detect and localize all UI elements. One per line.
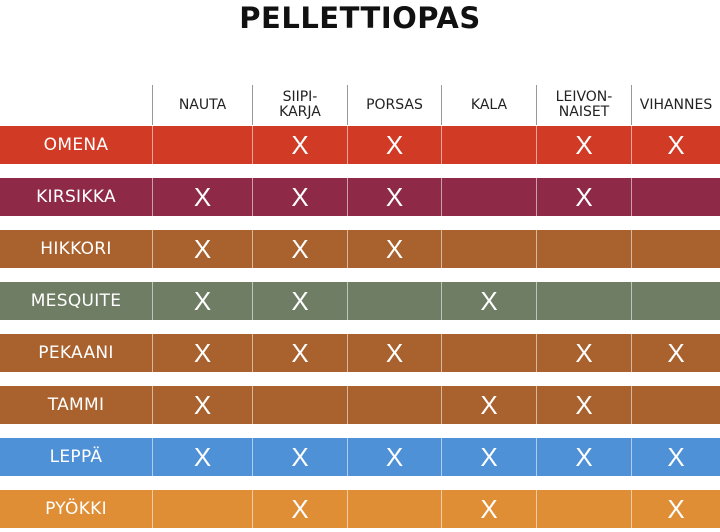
check-mark: X bbox=[441, 282, 536, 320]
check-mark: X bbox=[252, 490, 347, 528]
empty-cell bbox=[631, 386, 720, 424]
row-label: LEPPÄ bbox=[49, 447, 103, 467]
column-header: PORSAS bbox=[347, 85, 441, 125]
empty-cell bbox=[536, 282, 631, 320]
page-title: PELLETTIOPAS bbox=[239, 1, 481, 35]
table-row: OMENA X X X X bbox=[0, 126, 720, 164]
empty-cell bbox=[631, 282, 720, 320]
empty-cell bbox=[347, 386, 441, 424]
check-mark: X bbox=[152, 230, 252, 268]
check-mark: X bbox=[252, 438, 347, 476]
check-mark: X bbox=[152, 386, 252, 424]
check-mark: X bbox=[441, 386, 536, 424]
table-row: HIKKORI X X X bbox=[0, 230, 720, 268]
row-label: TAMMI bbox=[47, 395, 105, 415]
row-label: OMENA bbox=[43, 135, 109, 155]
check-mark: X bbox=[631, 438, 720, 476]
table-row: MESQUITE X X X bbox=[0, 282, 720, 320]
check-mark: X bbox=[536, 126, 631, 164]
check-mark: X bbox=[252, 282, 347, 320]
check-mark: X bbox=[536, 438, 631, 476]
check-mark: X bbox=[152, 282, 252, 320]
table-row: LEPPÄ X X X X X X bbox=[0, 438, 720, 476]
check-mark: X bbox=[631, 490, 720, 528]
row-label: MESQUITE bbox=[30, 291, 122, 311]
row-label: PEKAANI bbox=[38, 343, 114, 363]
empty-cell bbox=[536, 490, 631, 528]
check-mark: X bbox=[441, 490, 536, 528]
row-label: KIRSIKKA bbox=[36, 187, 116, 207]
empty-cell bbox=[441, 230, 536, 268]
empty-cell bbox=[631, 230, 720, 268]
check-mark: X bbox=[152, 334, 252, 372]
check-mark: X bbox=[631, 334, 720, 372]
row-label: PYÖKKI bbox=[45, 499, 107, 519]
empty-cell bbox=[441, 126, 536, 164]
table-row: TAMMI X X X bbox=[0, 386, 720, 424]
check-mark: X bbox=[536, 334, 631, 372]
check-mark: X bbox=[347, 178, 441, 216]
empty-cell bbox=[441, 334, 536, 372]
check-mark: X bbox=[347, 126, 441, 164]
check-mark: X bbox=[347, 334, 441, 372]
check-mark: X bbox=[252, 230, 347, 268]
row-label: HIKKORI bbox=[40, 239, 112, 259]
check-mark: X bbox=[152, 178, 252, 216]
column-header: LEIVON- NAISET bbox=[536, 85, 631, 125]
empty-cell bbox=[631, 178, 720, 216]
empty-cell bbox=[252, 386, 347, 424]
check-mark: X bbox=[252, 334, 347, 372]
column-header: SIIPI- KARJA bbox=[252, 85, 347, 125]
check-mark: X bbox=[347, 230, 441, 268]
check-mark: X bbox=[252, 126, 347, 164]
table-row: PEKAANI X X X X X bbox=[0, 334, 720, 372]
check-mark: X bbox=[536, 178, 631, 216]
column-header: NAUTA bbox=[152, 85, 252, 125]
table-row: PYÖKKI X X X bbox=[0, 490, 720, 528]
empty-cell bbox=[152, 126, 252, 164]
check-mark: X bbox=[152, 438, 252, 476]
empty-cell bbox=[536, 230, 631, 268]
check-mark: X bbox=[347, 438, 441, 476]
table-row: KIRSIKKA X X X X bbox=[0, 178, 720, 216]
column-header: KALA bbox=[441, 85, 536, 125]
column-header: VIHANNES bbox=[631, 85, 720, 125]
empty-cell bbox=[152, 490, 252, 528]
check-mark: X bbox=[441, 438, 536, 476]
empty-cell bbox=[441, 178, 536, 216]
empty-cell bbox=[347, 282, 441, 320]
check-mark: X bbox=[536, 386, 631, 424]
check-mark: X bbox=[631, 126, 720, 164]
check-mark: X bbox=[252, 178, 347, 216]
empty-cell bbox=[347, 490, 441, 528]
